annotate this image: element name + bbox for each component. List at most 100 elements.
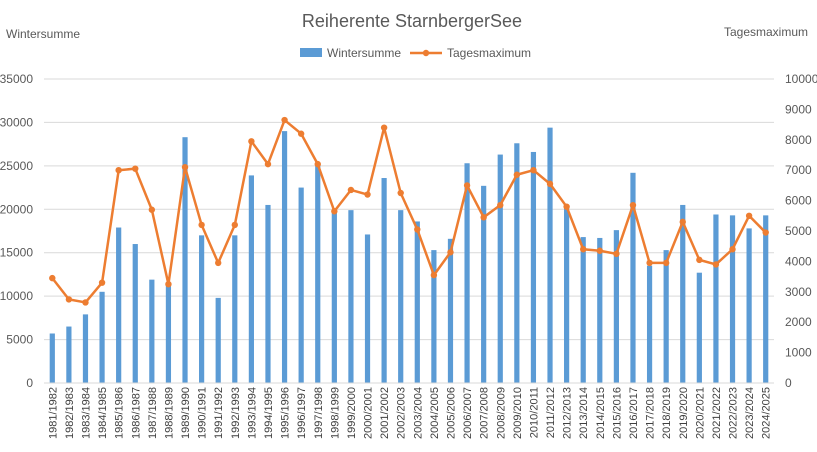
- line-point: [580, 246, 587, 253]
- line-point: [314, 160, 321, 168]
- x-tick-label: 2005/2006: [445, 387, 457, 439]
- bar: [414, 221, 420, 383]
- line-point: [165, 281, 172, 288]
- y-right-tick-label: 5000: [785, 224, 812, 238]
- y-right-tick-label: 8000: [785, 133, 812, 147]
- y-right-tick-label: 7000: [785, 163, 812, 177]
- line-point: [662, 259, 670, 267]
- x-tick-label: 1999/2000: [346, 387, 358, 439]
- bar: [530, 151, 537, 383]
- bar: [696, 272, 702, 383]
- line-point: [596, 247, 603, 254]
- x-tick-label: 2006/2007: [462, 387, 474, 439]
- x-tick-label: 1992/1993: [230, 387, 242, 439]
- line-point: [729, 246, 736, 253]
- x-tick-label: 2020/2021: [694, 387, 706, 439]
- line-point: [397, 189, 404, 197]
- bar: [481, 185, 487, 383]
- line-point: [331, 208, 338, 215]
- bar: [348, 210, 354, 383]
- bar: [265, 204, 271, 383]
- y-right-tick-label: 4000: [785, 254, 812, 268]
- line-point: [380, 124, 388, 131]
- line-point: [629, 201, 637, 209]
- x-tick-label: 1982/1983: [64, 387, 76, 439]
- line-point: [563, 203, 570, 210]
- bar: [597, 237, 603, 383]
- bar: [248, 175, 254, 383]
- x-tick-labels: 1981/1982 1982/1983 1983/1984 1984/1985 1985…: [47, 387, 772, 439]
- y-left-tick-label: 30000: [0, 115, 33, 129]
- bar: [514, 143, 520, 383]
- y-left-tick-label: 35000: [0, 72, 33, 86]
- x-tick-label: 2018/2019: [661, 387, 673, 439]
- y-right-axis-title: Tagesmaximum: [724, 25, 808, 39]
- x-tick-label: 2021/2022: [711, 387, 723, 439]
- x-tick-label: 2019/2020: [678, 387, 690, 439]
- line-point: [264, 160, 272, 168]
- y-right-tick-label: 6000: [785, 194, 812, 208]
- line-point: [65, 296, 73, 303]
- bar: [763, 215, 769, 383]
- bar-series: [49, 127, 769, 383]
- line-point: [364, 191, 371, 198]
- x-tick-label: 2000/2001: [363, 387, 375, 439]
- line-point: [98, 279, 106, 286]
- bar: [199, 235, 205, 383]
- bar: [281, 131, 288, 383]
- y-left-tick-label: 10000: [0, 289, 33, 303]
- bar: [564, 206, 570, 383]
- bar: [66, 326, 72, 383]
- line-point: [49, 274, 56, 282]
- x-tick-label: 1995/1996: [280, 387, 292, 439]
- y-left-tick-label: 5000: [6, 333, 33, 347]
- line-point: [414, 226, 421, 233]
- y-left-tick-label: 0: [26, 376, 33, 390]
- bar: [364, 234, 371, 383]
- x-tick-label: 1990/1991: [197, 387, 209, 439]
- y-right-tick-labels: 0 1000 2000 3000 4000 5000 6000 7000 8000 9000 100…: [785, 72, 817, 390]
- y-right-tick-label: 0: [785, 376, 792, 390]
- bar: [547, 127, 553, 383]
- x-tick-label: 2016/2017: [628, 387, 640, 439]
- x-tick-label: 2014/2015: [595, 387, 607, 439]
- x-tick-label: 1983/1984: [80, 387, 92, 439]
- line-point: [463, 182, 471, 189]
- line-point: [198, 221, 205, 229]
- y-right-tick-label: 2000: [785, 315, 812, 329]
- line-point: [679, 218, 686, 226]
- line-path: [51, 118, 767, 304]
- x-tick-label: 2015/2016: [611, 387, 623, 439]
- bar: [447, 238, 454, 383]
- x-tick-label: 2012/2013: [562, 387, 574, 439]
- chart-title: Reiherente StarnbergerSee: [302, 11, 522, 31]
- line-point: [430, 271, 438, 279]
- bar: [464, 163, 470, 383]
- line-point: [215, 259, 222, 267]
- line-point: [281, 116, 288, 124]
- bar: [680, 204, 686, 383]
- bar: [713, 214, 719, 383]
- x-tick-label: 1997/1998: [313, 387, 325, 439]
- y-left-tick-label: 25000: [0, 159, 33, 173]
- bar: [497, 154, 503, 383]
- x-tick-label: 2024/2025: [761, 387, 773, 439]
- line-point: [546, 180, 554, 188]
- x-tick-label: 2004/2005: [429, 387, 441, 439]
- x-tick-label: 2017/2018: [645, 387, 657, 439]
- line-point: [762, 229, 769, 236]
- bar: [116, 227, 122, 383]
- x-tick-label: 2022/2023: [728, 387, 740, 439]
- bar: [613, 230, 619, 383]
- line-series: [49, 116, 769, 306]
- line-point: [712, 261, 720, 268]
- x-tick-label: 2002/2003: [396, 387, 408, 439]
- x-tick-label: 1989/1990: [180, 387, 192, 439]
- y-left-tick-label: 20000: [0, 202, 33, 216]
- line-point: [480, 214, 487, 221]
- line-point: [696, 256, 703, 264]
- y-left-tick-label: 15000: [0, 246, 33, 260]
- line-point: [613, 250, 620, 257]
- line-point: [347, 186, 355, 194]
- legend-label-wintersumme: Wintersumme: [327, 46, 401, 60]
